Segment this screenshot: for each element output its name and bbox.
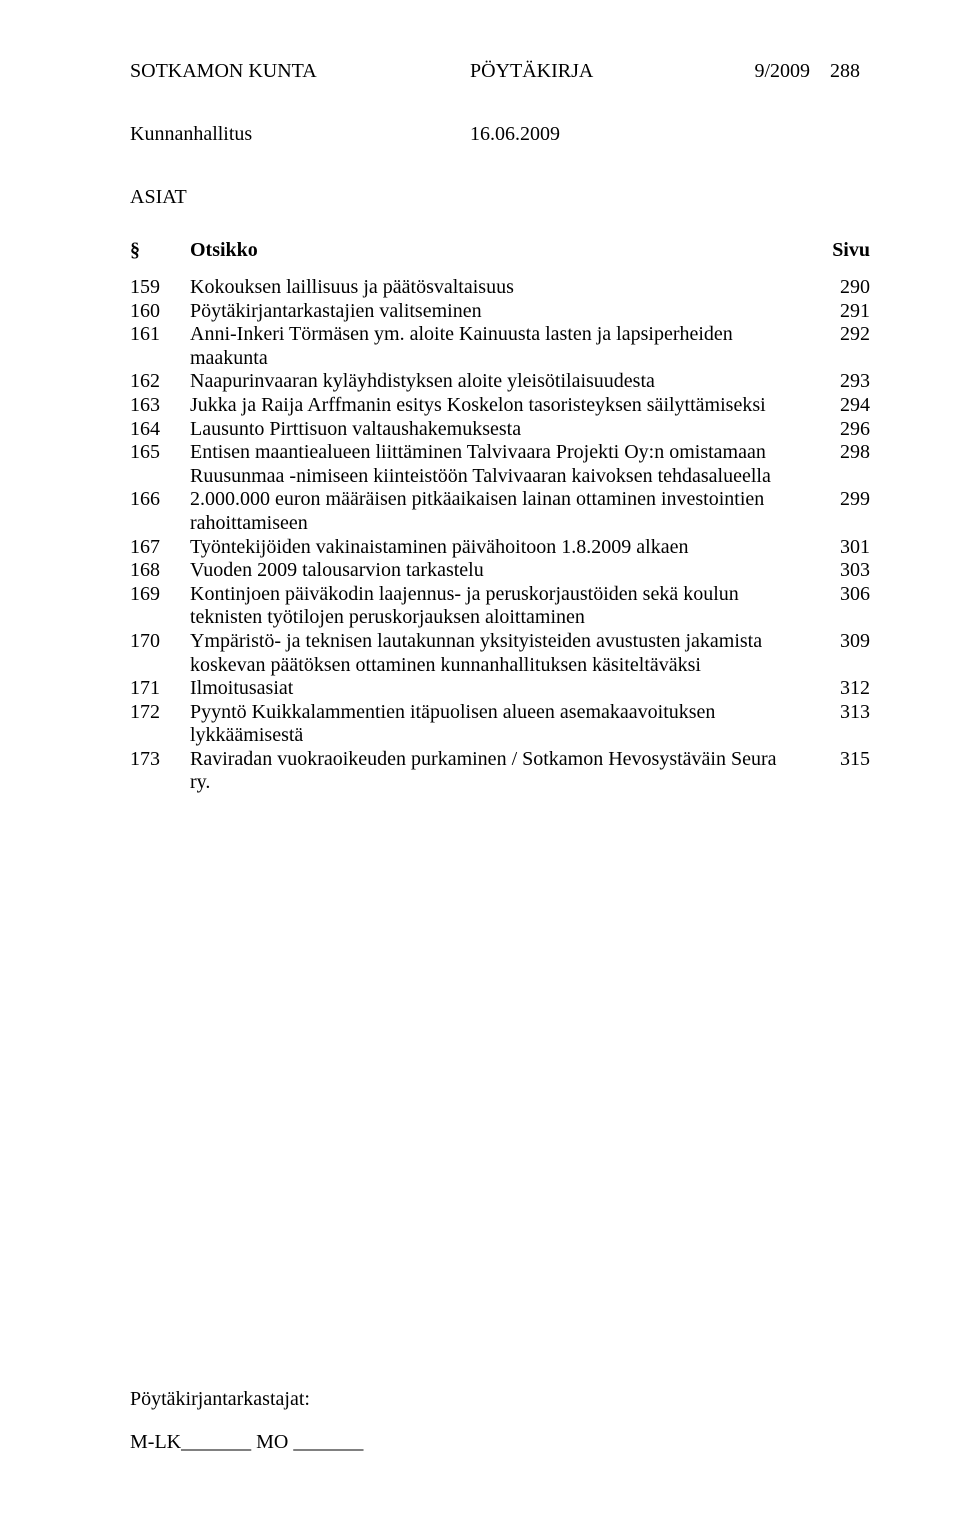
toc-row-num: 170 [130, 630, 190, 654]
toc-row-page: 301 [800, 536, 870, 560]
toc-row-title: Ilmoitusasiat [190, 677, 800, 701]
toc-row-page: 291 [800, 300, 870, 324]
toc-row: 164Lausunto Pirttisuon valtaushakemukses… [130, 418, 870, 442]
toc-row-num: 166 [130, 488, 190, 512]
toc-header: § Otsikko Sivu [130, 239, 870, 262]
toc-row: 161Anni-Inkeri Törmäsen ym. aloite Kainu… [130, 323, 870, 370]
document-number: 9/2009 [710, 60, 810, 83]
document-type: PÖYTÄKIRJA [470, 60, 710, 83]
toc-row-title: Pyyntö Kuikkalammentien itäpuolisen alue… [190, 701, 800, 748]
toc-row: 159Kokouksen laillisuus ja päätösvaltais… [130, 276, 870, 300]
toc-header-title: Otsikko [190, 239, 800, 262]
toc-row-page: 296 [800, 418, 870, 442]
toc-row: 171Ilmoitusasiat312 [130, 677, 870, 701]
toc-row-page: 292 [800, 323, 870, 347]
toc-row-title: Naapurinvaaran kyläyhdistyksen aloite yl… [190, 370, 800, 394]
toc-rows: 159Kokouksen laillisuus ja päätösvaltais… [130, 276, 870, 795]
toc-row: 160Pöytäkirjantarkastajien valitseminen2… [130, 300, 870, 324]
toc-row-num: 160 [130, 300, 190, 324]
toc-row-page: 315 [800, 748, 870, 772]
org-name: SOTKAMON KUNTA [130, 60, 470, 83]
toc-row-title: Työntekijöiden vakinaistaminen päivähoit… [190, 536, 800, 560]
toc-row: 173Raviradan vuokraoikeuden purkaminen /… [130, 748, 870, 795]
toc-row-page: 293 [800, 370, 870, 394]
toc-row-page: 312 [800, 677, 870, 701]
toc-row-page: 299 [800, 488, 870, 512]
toc-row-title: Ympäristö- ja teknisen lautakunnan yksit… [190, 630, 800, 677]
toc-row-title: Vuoden 2009 talousarvion tarkastelu [190, 559, 800, 583]
page-number: 288 [810, 60, 870, 83]
toc-row-num: 165 [130, 441, 190, 465]
toc-row-num: 168 [130, 559, 190, 583]
toc-header-sym: § [130, 239, 190, 262]
toc-row-page: 294 [800, 394, 870, 418]
body-name: Kunnanhallitus [130, 123, 470, 146]
meeting-date: 16.06.2009 [470, 123, 870, 146]
toc-row: 163Jukka ja Raija Arffmanin esitys Koske… [130, 394, 870, 418]
toc-row-title: Lausunto Pirttisuon valtaushakemuksesta [190, 418, 800, 442]
footer: Pöytäkirjantarkastajat: M-LK_______ MO _… [130, 1388, 363, 1454]
toc-row-title: Jukka ja Raija Arffmanin esitys Koskelon… [190, 394, 800, 418]
document-subheader: Kunnanhallitus 16.06.2009 [130, 123, 870, 146]
toc-row: 168Vuoden 2009 talousarvion tarkastelu30… [130, 559, 870, 583]
toc-row-page: 309 [800, 630, 870, 654]
toc-row-title: Kokouksen laillisuus ja päätösvaltaisuus [190, 276, 800, 300]
toc-row-title: Anni-Inkeri Törmäsen ym. aloite Kainuust… [190, 323, 800, 370]
toc-row-page: 290 [800, 276, 870, 300]
toc-row-num: 162 [130, 370, 190, 394]
toc-row-num: 169 [130, 583, 190, 607]
toc-row: 169Kontinjoen päiväkodin laajennus- ja p… [130, 583, 870, 630]
page: SOTKAMON KUNTA PÖYTÄKIRJA 9/2009 288 Kun… [0, 0, 960, 1514]
toc-row-page: 298 [800, 441, 870, 465]
document-header: SOTKAMON KUNTA PÖYTÄKIRJA 9/2009 288 [130, 60, 870, 83]
toc-row: 165Entisen maantiealueen liittäminen Tal… [130, 441, 870, 488]
toc-row-page: 303 [800, 559, 870, 583]
toc-row-title: Entisen maantiealueen liittäminen Talviv… [190, 441, 800, 488]
toc-row-num: 163 [130, 394, 190, 418]
footer-signatures: M-LK_______ MO _______ [130, 1431, 363, 1454]
toc-row-num: 164 [130, 418, 190, 442]
section-label: ASIAT [130, 186, 870, 209]
toc-header-page: Sivu [800, 239, 870, 262]
toc-row-num: 171 [130, 677, 190, 701]
toc-row: 170Ympäristö- ja teknisen lautakunnan yk… [130, 630, 870, 677]
toc-row: 162Naapurinvaaran kyläyhdistyksen aloite… [130, 370, 870, 394]
toc-row: 172Pyyntö Kuikkalammentien itäpuolisen a… [130, 701, 870, 748]
toc-row-num: 173 [130, 748, 190, 772]
toc-row-page: 306 [800, 583, 870, 607]
toc-row: 167Työntekijöiden vakinaistaminen päiväh… [130, 536, 870, 560]
toc-row-num: 161 [130, 323, 190, 347]
toc-row-title: 2.000.000 euron määräisen pitkäaikaisen … [190, 488, 800, 535]
toc-row-num: 159 [130, 276, 190, 300]
toc-row: 1662.000.000 euron määräisen pitkäaikais… [130, 488, 870, 535]
toc-row-num: 167 [130, 536, 190, 560]
toc-row-title: Pöytäkirjantarkastajien valitseminen [190, 300, 800, 324]
toc-row-num: 172 [130, 701, 190, 725]
toc-row-title: Kontinjoen päiväkodin laajennus- ja peru… [190, 583, 800, 630]
footer-label: Pöytäkirjantarkastajat: [130, 1388, 363, 1411]
toc-row-page: 313 [800, 701, 870, 725]
toc-row-title: Raviradan vuokraoikeuden purkaminen / So… [190, 748, 800, 795]
